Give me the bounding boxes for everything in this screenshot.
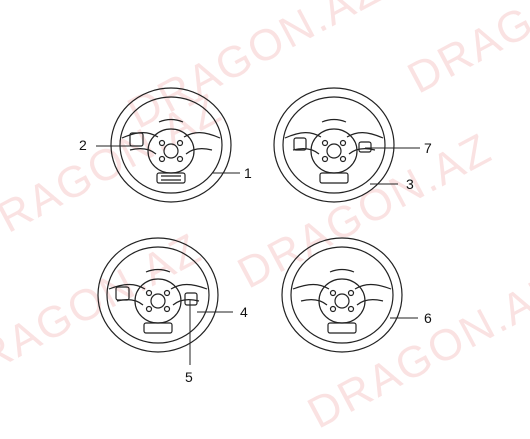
callout-3: 3 <box>406 176 414 192</box>
callout-5: 5 <box>185 369 193 385</box>
steering-wheel-bottom-left <box>97 237 219 353</box>
steering-wheel-diagram <box>96 87 420 365</box>
callout-4: 4 <box>240 304 248 320</box>
steering-wheel-top-right <box>273 87 395 203</box>
callout-7: 7 <box>424 140 432 156</box>
leader-lines <box>96 145 420 365</box>
callout-2: 2 <box>79 137 87 153</box>
callout-6: 6 <box>424 310 432 326</box>
callout-1: 1 <box>244 165 252 181</box>
steering-wheel-top-left <box>110 87 232 203</box>
steering-wheel-bottom-right <box>281 237 403 353</box>
